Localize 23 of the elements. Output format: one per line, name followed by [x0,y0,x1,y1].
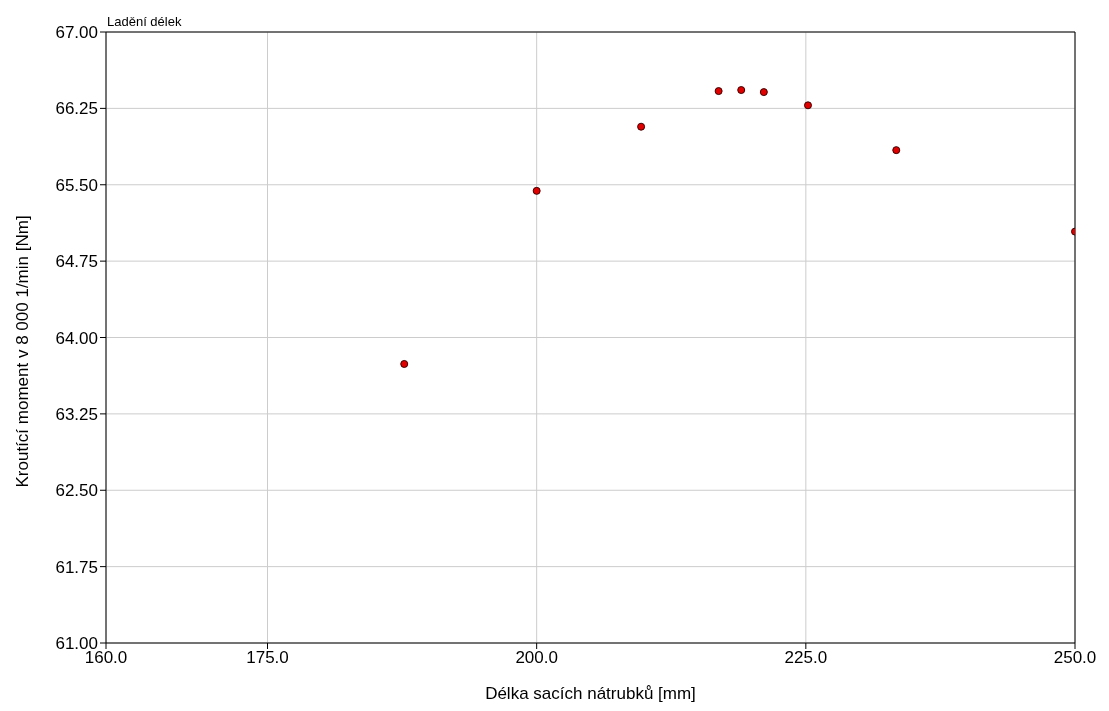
y-tick-label: 67.00 [55,23,98,43]
y-tick-label: 63.25 [55,404,98,424]
x-axis-title: Délka sacích nátrubků [mm] [485,684,696,703]
y-tick-label: 62.50 [55,481,98,501]
x-tick-label: 200.0 [515,648,558,668]
y-tick-label: 64.00 [55,328,98,348]
y-tick-label: 61.75 [55,557,98,577]
y-tick-label: 66.25 [55,99,98,119]
point [892,146,901,155]
x-tick-label: 175.0 [246,648,289,668]
y-tick-label: 65.50 [55,175,98,195]
point [737,86,746,95]
point [803,101,812,110]
chart-title: Ladění délek [107,14,182,29]
x-tick-label: 250.0 [1053,648,1097,668]
y-tick-label: 64.75 [55,252,98,272]
point [532,186,541,195]
x-tick-label: 225.0 [784,648,828,668]
point [400,359,409,368]
point [759,88,768,97]
y-axis-title: Kroutící moment v 8 000 1/min [Nm] [13,215,33,488]
point [714,87,723,96]
point [637,122,646,131]
